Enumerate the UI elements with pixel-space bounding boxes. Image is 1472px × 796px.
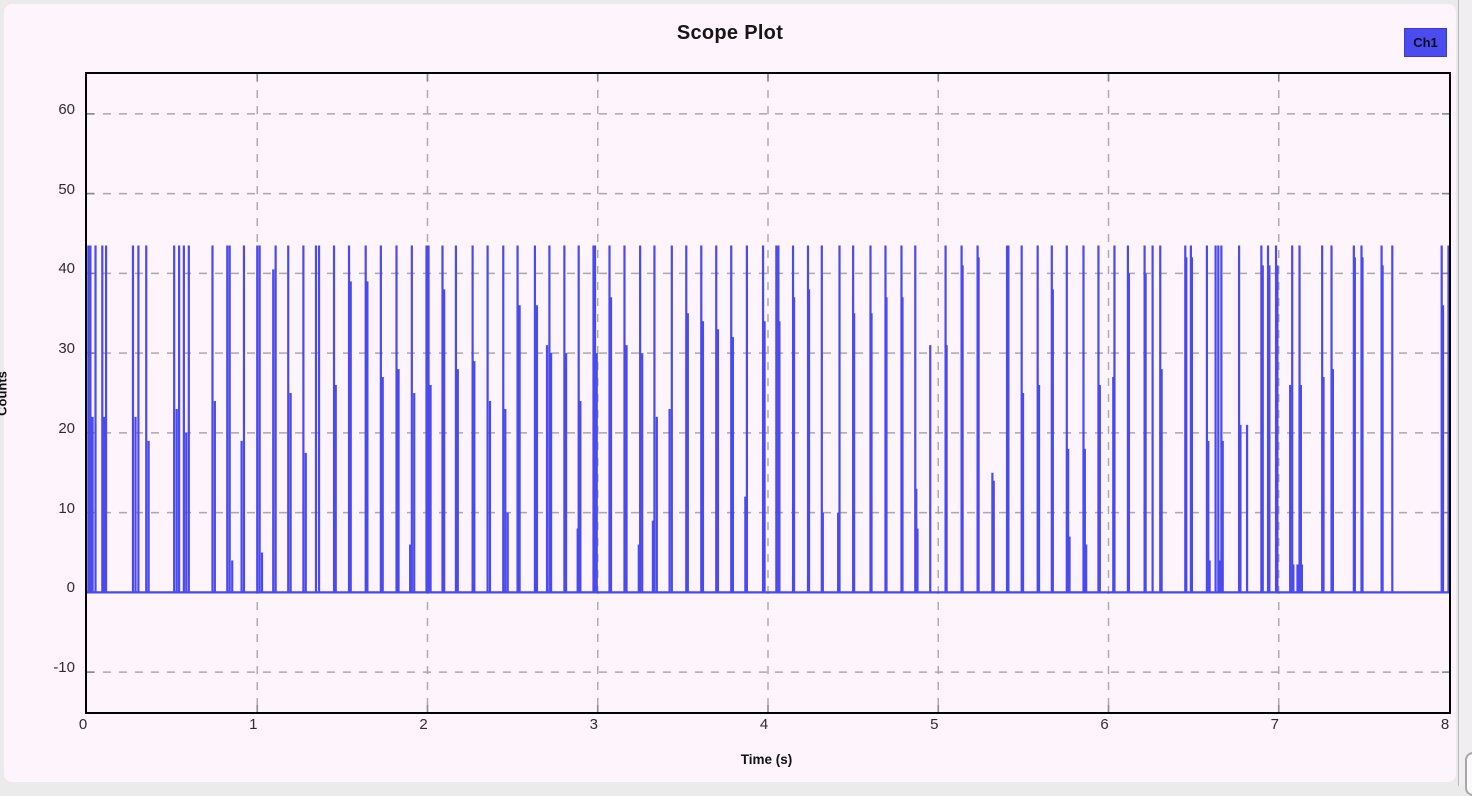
y-tick-label: 40	[58, 260, 75, 278]
x-tick-label: 7	[1270, 716, 1279, 733]
y-tick-label: 20	[58, 419, 75, 437]
x-tick-label: 6	[1100, 716, 1109, 733]
y-tick-label: 50	[58, 180, 75, 198]
scope-panel: Scope Plot Ch1 Counts Time (s) 0 1 2 3 4 5 6 7 8…	[0, 4, 1456, 782]
legend-chip-ch1[interactable]: Ch1	[1404, 28, 1447, 57]
scope-trace-canvas	[87, 74, 1449, 712]
y-tick-label: 10	[58, 499, 75, 517]
chart-title: Scope Plot	[676, 22, 784, 44]
x-tick-label: 5	[930, 716, 939, 733]
x-tick-label: 1	[249, 716, 258, 733]
y-tick-label: 0	[66, 579, 75, 597]
x-tick-label: 4	[759, 716, 769, 733]
y-axis-label: Counts	[0, 371, 10, 416]
partial-button[interactable]	[1465, 752, 1472, 796]
x-tick-label: 8	[1440, 716, 1450, 733]
x-tick-label: 3	[589, 716, 598, 733]
y-tick-label: 30	[58, 340, 75, 358]
y-tick-label: -10	[53, 659, 75, 677]
y-tick-label: 60	[58, 100, 75, 118]
x-tick-label: 2	[419, 716, 428, 733]
plot-area	[85, 72, 1451, 714]
legend-label: Ch1	[1413, 35, 1438, 50]
x-tick-label: 0	[78, 716, 88, 733]
side-panel-edge	[1458, 0, 1472, 796]
x-axis-label: Time (s)	[740, 752, 793, 767]
